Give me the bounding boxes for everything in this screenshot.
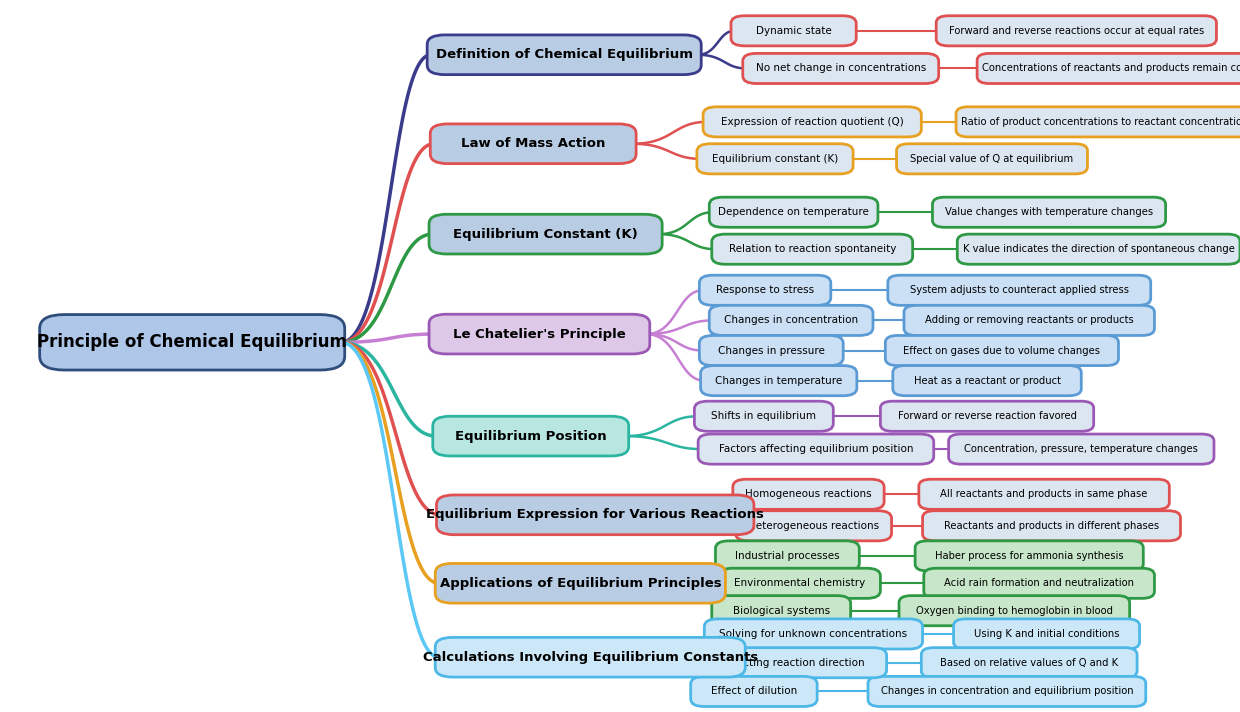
FancyBboxPatch shape: [949, 434, 1214, 464]
Text: Concentration, pressure, temperature changes: Concentration, pressure, temperature cha…: [965, 444, 1198, 454]
Text: Calculations Involving Equilibrium Constants: Calculations Involving Equilibrium Const…: [423, 651, 758, 664]
Text: Concentrations of reactants and products remain constant: Concentrations of reactants and products…: [982, 63, 1240, 73]
FancyBboxPatch shape: [880, 401, 1094, 431]
Text: Equilibrium constant (K): Equilibrium constant (K): [712, 154, 838, 164]
FancyBboxPatch shape: [932, 197, 1166, 227]
Text: K value indicates the direction of spontaneous change: K value indicates the direction of spont…: [962, 244, 1235, 254]
Text: Response to stress: Response to stress: [715, 286, 815, 295]
Text: Effect on gases due to volume changes: Effect on gases due to volume changes: [904, 345, 1100, 355]
Text: Homogeneous reactions: Homogeneous reactions: [745, 489, 872, 499]
FancyBboxPatch shape: [712, 234, 913, 264]
Text: Forward and reverse reactions occur at equal rates: Forward and reverse reactions occur at e…: [949, 26, 1204, 36]
FancyBboxPatch shape: [427, 35, 702, 75]
Text: Heat as a reactant or product: Heat as a reactant or product: [914, 376, 1060, 386]
FancyBboxPatch shape: [709, 197, 878, 227]
FancyBboxPatch shape: [919, 479, 1169, 509]
FancyBboxPatch shape: [698, 434, 934, 464]
Text: Adding or removing reactants or products: Adding or removing reactants or products: [925, 315, 1133, 325]
FancyBboxPatch shape: [743, 53, 939, 83]
FancyBboxPatch shape: [691, 676, 817, 706]
Text: Changes in concentration and equilibrium position: Changes in concentration and equilibrium…: [880, 686, 1133, 696]
Text: Definition of Chemical Equilibrium: Definition of Chemical Equilibrium: [435, 48, 693, 61]
FancyBboxPatch shape: [709, 305, 873, 335]
Text: Applications of Equilibrium Principles: Applications of Equilibrium Principles: [439, 577, 722, 590]
FancyBboxPatch shape: [699, 335, 843, 365]
FancyBboxPatch shape: [699, 276, 831, 305]
FancyBboxPatch shape: [435, 637, 745, 677]
Text: Dependence on temperature: Dependence on temperature: [718, 207, 869, 217]
FancyBboxPatch shape: [697, 144, 853, 174]
FancyBboxPatch shape: [888, 276, 1151, 305]
Text: Principle of Chemical Equilibrium: Principle of Chemical Equilibrium: [37, 333, 347, 351]
FancyBboxPatch shape: [915, 541, 1143, 571]
Text: Ratio of product concentrations to reactant concentrations: Ratio of product concentrations to react…: [961, 117, 1240, 127]
Text: Special value of Q at equilibrium: Special value of Q at equilibrium: [910, 154, 1074, 164]
Text: Changes in concentration: Changes in concentration: [724, 315, 858, 325]
Text: Predicting reaction direction: Predicting reaction direction: [717, 658, 866, 668]
FancyBboxPatch shape: [924, 568, 1154, 598]
Text: Biological systems: Biological systems: [733, 606, 830, 616]
FancyBboxPatch shape: [954, 619, 1140, 649]
Text: Equilibrium Expression for Various Reactions: Equilibrium Expression for Various React…: [427, 508, 764, 521]
FancyBboxPatch shape: [435, 563, 725, 603]
Text: Reactants and products in different phases: Reactants and products in different phas…: [944, 520, 1159, 530]
FancyBboxPatch shape: [429, 214, 662, 254]
Text: Based on relative values of Q and K: Based on relative values of Q and K: [940, 658, 1118, 668]
Text: Environmental chemistry: Environmental chemistry: [734, 578, 866, 588]
Text: Effect of dilution: Effect of dilution: [711, 686, 797, 696]
FancyBboxPatch shape: [694, 401, 833, 431]
Text: Changes in pressure: Changes in pressure: [718, 345, 825, 355]
FancyBboxPatch shape: [899, 596, 1130, 626]
Text: Acid rain formation and neutralization: Acid rain formation and neutralization: [944, 578, 1135, 588]
Text: Value changes with temperature changes: Value changes with temperature changes: [945, 207, 1153, 217]
FancyBboxPatch shape: [904, 305, 1154, 335]
Text: Changes in temperature: Changes in temperature: [715, 376, 842, 386]
Text: Using K and initial conditions: Using K and initial conditions: [973, 629, 1120, 639]
Text: Law of Mass Action: Law of Mass Action: [461, 137, 605, 150]
FancyBboxPatch shape: [696, 648, 887, 678]
FancyBboxPatch shape: [735, 511, 892, 541]
Text: Expression of reaction quotient (Q): Expression of reaction quotient (Q): [720, 117, 904, 127]
Text: Le Chatelier's Principle: Le Chatelier's Principle: [453, 328, 626, 340]
FancyBboxPatch shape: [715, 541, 859, 571]
Text: Forward or reverse reaction favored: Forward or reverse reaction favored: [898, 412, 1076, 422]
FancyBboxPatch shape: [957, 234, 1240, 264]
Text: Equilibrium Position: Equilibrium Position: [455, 429, 606, 443]
FancyBboxPatch shape: [921, 648, 1137, 678]
FancyBboxPatch shape: [436, 495, 754, 535]
FancyBboxPatch shape: [703, 107, 921, 137]
FancyBboxPatch shape: [936, 16, 1216, 46]
FancyBboxPatch shape: [897, 144, 1087, 174]
FancyBboxPatch shape: [956, 107, 1240, 137]
FancyBboxPatch shape: [701, 365, 857, 396]
Text: Industrial processes: Industrial processes: [735, 551, 839, 561]
FancyBboxPatch shape: [712, 596, 851, 626]
Text: Heterogeneous reactions: Heterogeneous reactions: [748, 520, 879, 530]
Text: Solving for unknown concentrations: Solving for unknown concentrations: [719, 629, 908, 639]
FancyBboxPatch shape: [868, 676, 1146, 706]
FancyBboxPatch shape: [885, 335, 1118, 365]
Text: Relation to reaction spontaneity: Relation to reaction spontaneity: [729, 244, 895, 254]
Text: Dynamic state: Dynamic state: [755, 26, 832, 36]
Text: Oxygen binding to hemoglobin in blood: Oxygen binding to hemoglobin in blood: [916, 606, 1112, 616]
Text: System adjusts to counteract applied stress: System adjusts to counteract applied str…: [910, 286, 1128, 295]
FancyBboxPatch shape: [429, 314, 650, 354]
FancyBboxPatch shape: [719, 568, 880, 598]
Text: All reactants and products in same phase: All reactants and products in same phase: [940, 489, 1148, 499]
Text: No net change in concentrations: No net change in concentrations: [755, 63, 926, 73]
FancyBboxPatch shape: [704, 619, 923, 649]
Text: Haber process for ammonia synthesis: Haber process for ammonia synthesis: [935, 551, 1123, 561]
Text: Shifts in equilibrium: Shifts in equilibrium: [712, 412, 816, 422]
FancyBboxPatch shape: [923, 511, 1180, 541]
FancyBboxPatch shape: [733, 479, 884, 509]
FancyBboxPatch shape: [433, 417, 629, 456]
FancyBboxPatch shape: [732, 16, 856, 46]
FancyBboxPatch shape: [430, 124, 636, 164]
Text: Factors affecting equilibrium position: Factors affecting equilibrium position: [719, 444, 913, 454]
FancyBboxPatch shape: [893, 365, 1081, 396]
Text: Equilibrium Constant (K): Equilibrium Constant (K): [454, 228, 637, 241]
FancyBboxPatch shape: [40, 315, 345, 370]
FancyBboxPatch shape: [977, 53, 1240, 83]
